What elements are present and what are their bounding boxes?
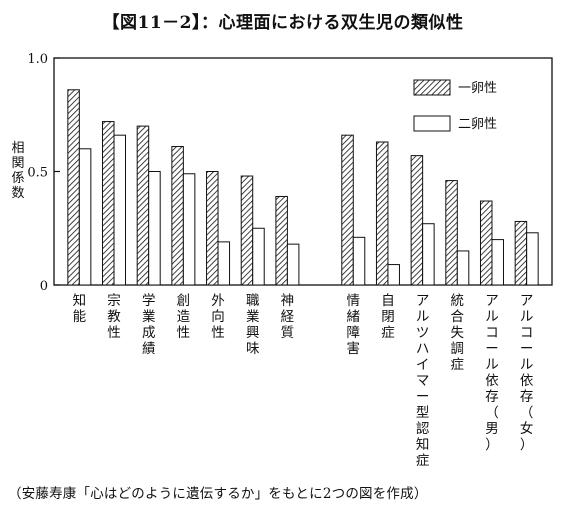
- x-category-label: 創造性: [177, 293, 191, 341]
- x-category-label: 学業成績: [142, 293, 156, 357]
- legend-swatch-fraternal: [413, 115, 451, 132]
- legend-label: 二卵性: [458, 117, 497, 132]
- bar-fraternal: [526, 232, 539, 286]
- bar-identical: [514, 220, 528, 286]
- y-tick-label: 0.5: [27, 166, 48, 181]
- bar-identical: [410, 155, 424, 286]
- bar-identical: [240, 175, 254, 286]
- bar-fraternal: [148, 171, 161, 286]
- x-category-label: 情緒障害: [347, 293, 361, 357]
- bar-fraternal: [352, 236, 366, 286]
- bar-fraternal: [78, 148, 92, 286]
- x-category-label: 宗教性: [107, 293, 121, 341]
- x-category-label: 統合失調症: [451, 293, 465, 373]
- x-category-label: 知能: [73, 292, 87, 325]
- source-note: （安藤寿康「心はどのように遺伝するか」をもとに2つの図を作成）: [8, 486, 428, 502]
- x-category-label: 外向性: [211, 293, 225, 341]
- bar-fraternal: [252, 227, 265, 286]
- bar-fraternal: [182, 173, 196, 286]
- bar-fraternal: [422, 223, 435, 286]
- x-category-label: 職業興味: [246, 293, 260, 357]
- bar-identical: [479, 200, 493, 286]
- y-tick-label: 1.0: [27, 52, 48, 67]
- x-category-label: 神経質: [281, 293, 295, 341]
- bar-identical: [171, 146, 184, 286]
- x-category-label: 自閉症: [381, 293, 395, 341]
- bar-identical: [275, 195, 288, 286]
- x-category-label: アルコール依存（男）: [485, 293, 499, 453]
- y-axis-label: 相関係数: [11, 141, 24, 201]
- bar-identical: [375, 141, 389, 286]
- bar-fraternal: [286, 243, 300, 286]
- bar-fraternal: [113, 134, 127, 286]
- bar-identical: [206, 171, 219, 286]
- bar-identical: [102, 121, 115, 286]
- chart-title: 【図11－2】：心理面における双生児の類似性: [102, 13, 464, 33]
- bar-identical: [136, 125, 150, 286]
- x-category-label: アルコール依存（女）: [520, 293, 534, 453]
- bar-fraternal: [491, 239, 504, 286]
- y-tick-label: 0: [40, 279, 48, 294]
- bar-identical: [341, 134, 354, 286]
- bar-identical: [67, 89, 80, 286]
- x-category-label: アルツハイマー型認知症: [416, 293, 430, 469]
- bar-fraternal: [456, 250, 470, 286]
- bar-fraternal: [387, 264, 400, 286]
- bar-fraternal: [217, 241, 231, 286]
- legend-swatch-identical: [413, 79, 451, 96]
- legend-label: 一卵性: [458, 81, 497, 96]
- bar-identical: [445, 180, 458, 286]
